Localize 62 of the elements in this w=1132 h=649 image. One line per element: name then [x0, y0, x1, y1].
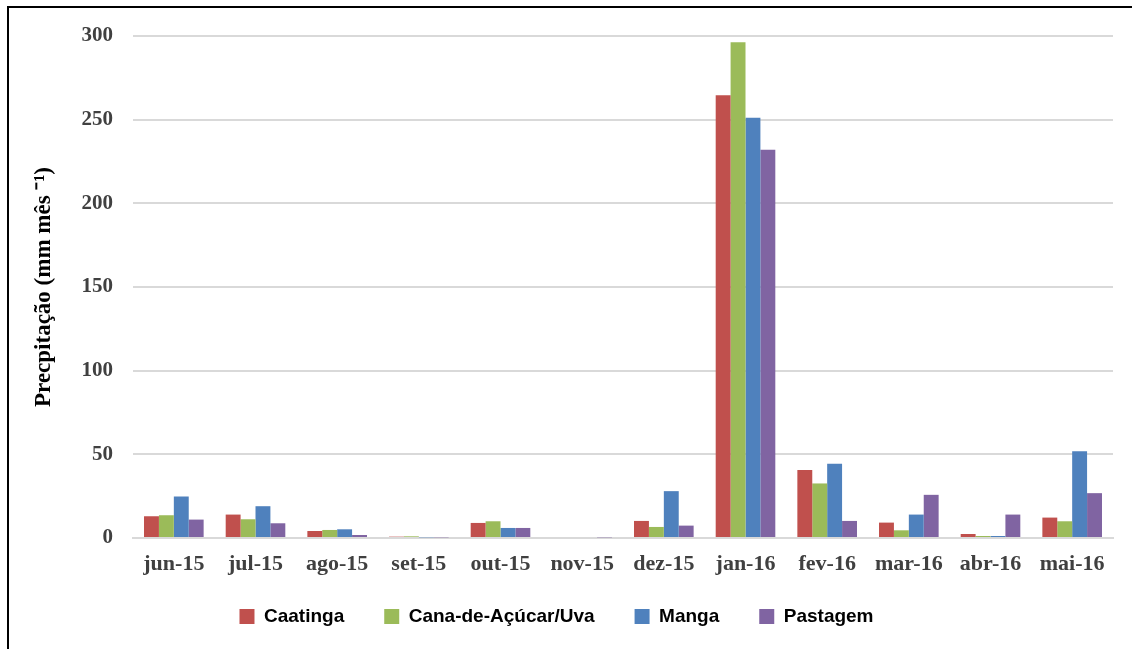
y-tick-label: 250: [81, 106, 113, 131]
x-tick-label: fev-16: [798, 549, 856, 575]
bar: [1005, 514, 1021, 537]
bar: [1042, 517, 1058, 537]
bar: [663, 491, 679, 537]
bar: [1057, 521, 1073, 537]
bar: [648, 526, 664, 537]
bar: [812, 483, 828, 537]
x-tick-label: jul-15: [227, 549, 283, 575]
bar: [842, 520, 857, 537]
bar: [893, 530, 909, 537]
bar: [879, 522, 894, 537]
x-tick-label: jan-16: [714, 549, 776, 575]
bar: [745, 117, 761, 537]
bar: [225, 514, 241, 537]
bar: [144, 516, 159, 537]
bar: [500, 527, 516, 537]
bar: [470, 522, 486, 537]
legend-label: Cana-de-Açúcar/Uva: [408, 604, 595, 626]
bar: [158, 515, 174, 537]
bar: [173, 496, 189, 537]
x-tick-label: mai-16: [1039, 549, 1105, 575]
x-tick-label: nov-15: [550, 549, 614, 575]
x-tick-label: jun-15: [142, 549, 205, 575]
bar: [923, 494, 939, 537]
x-tick-label: set-15: [391, 549, 447, 575]
bar: [634, 520, 649, 537]
bar: [188, 519, 204, 537]
y-tick-label: 0: [102, 524, 113, 549]
bar: [1087, 493, 1102, 537]
x-tick-label: ago-15: [306, 549, 369, 575]
y-tick-label: 300: [81, 22, 113, 47]
bar: [715, 95, 731, 537]
y-axis-title: Precpitação (mm mês ⁻¹): [29, 167, 55, 407]
legend-label: Manga: [659, 604, 720, 626]
bar: [960, 533, 976, 537]
x-tick-label: mar-16: [875, 549, 943, 575]
bar: [322, 529, 338, 537]
bar: [307, 530, 323, 537]
x-tick-label: out-15: [470, 549, 531, 575]
bar: [270, 523, 286, 537]
bar: [797, 470, 813, 537]
bar: [730, 42, 746, 537]
bar: [240, 519, 256, 537]
y-tick-label: 200: [81, 189, 113, 214]
bar: [1072, 451, 1088, 537]
bar: [485, 521, 501, 537]
legend-label: Pastagem: [783, 604, 874, 626]
bar: [908, 514, 924, 537]
bar: [337, 529, 353, 537]
y-tick-label: 50: [92, 440, 113, 465]
bar: [255, 506, 271, 537]
bar: [827, 463, 843, 537]
legend-label: Caatinga: [263, 604, 345, 626]
bar: [760, 149, 776, 537]
bar: [678, 525, 694, 537]
y-tick-label: 150: [81, 273, 113, 298]
bar: [515, 527, 531, 537]
bar: [352, 534, 367, 537]
x-tick-label: dez-15: [633, 549, 695, 575]
x-tick-label: abr-16: [959, 549, 1022, 575]
y-tick-label: 100: [81, 357, 113, 382]
